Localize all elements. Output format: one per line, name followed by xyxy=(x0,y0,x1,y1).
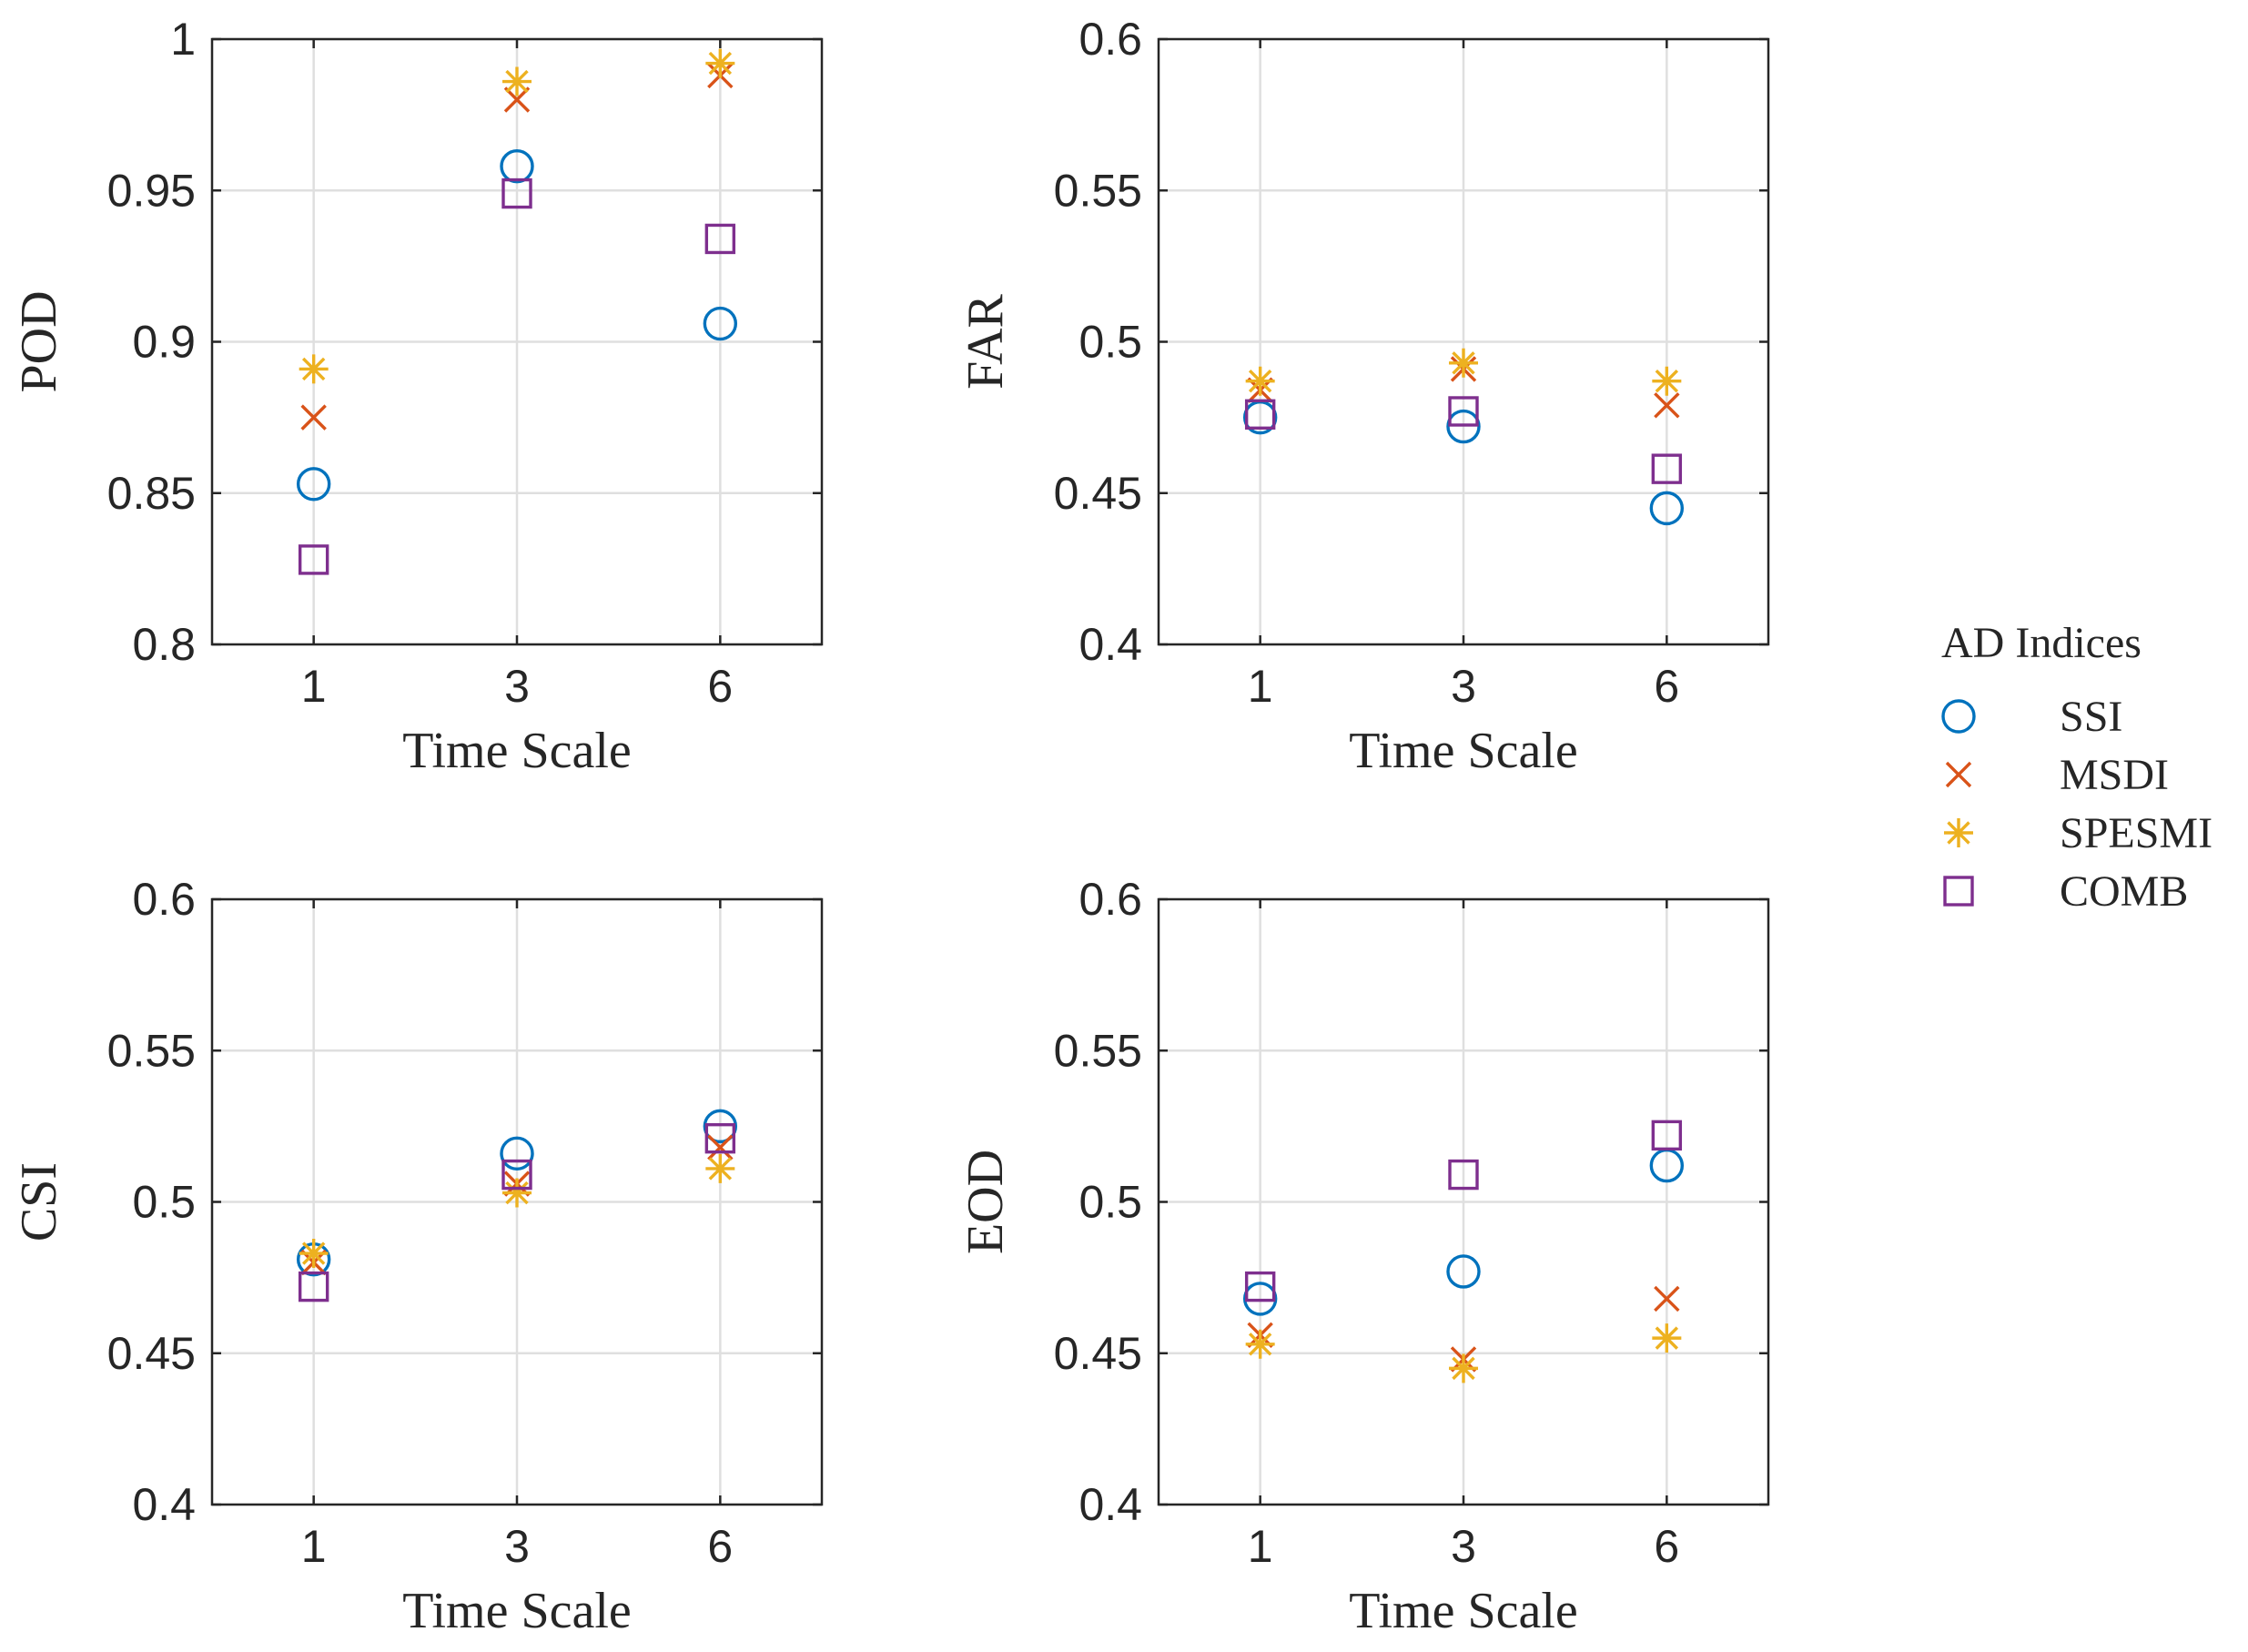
y-tick-label: 0.45 xyxy=(1054,468,1142,519)
point-msdi xyxy=(1654,1285,1680,1312)
legend: AD Indices SSI MSDI SPESMI COMB xyxy=(1941,619,2213,916)
point-spesmi xyxy=(1245,366,1275,396)
y-axis-label: CSI xyxy=(11,1162,67,1242)
legend-label: COMB xyxy=(2060,867,2188,916)
legend-item-spesmi: SPESMI xyxy=(1944,809,2213,857)
point-spesmi xyxy=(1449,348,1478,378)
y-tick-label: 0.55 xyxy=(1054,165,1142,216)
point-comb xyxy=(1244,399,1276,430)
point-spesmi xyxy=(299,1239,329,1269)
legend-marker-spesmi xyxy=(1944,818,1973,847)
x-axis-label: Time Scale xyxy=(402,723,631,779)
x-axis-label: Time Scale xyxy=(1349,1583,1577,1639)
x-axis-label: Time Scale xyxy=(1349,723,1577,779)
y-tick-label: 0.4 xyxy=(1078,1479,1142,1530)
y-axis-label: POD xyxy=(11,290,67,392)
y-tick-label: 0.6 xyxy=(132,874,196,925)
point-spesmi xyxy=(1449,1353,1478,1383)
y-tick-label: 0.95 xyxy=(107,165,196,216)
x-tick-label: 1 xyxy=(301,661,327,712)
y-tick-label: 0.55 xyxy=(107,1025,196,1076)
point-spesmi xyxy=(705,1153,735,1183)
subplot-eod: 1 3 6 0.4 0.45 0.5 0.55 0.6 Time Scale EOD xyxy=(957,874,1770,1639)
point-ssi xyxy=(1446,1254,1481,1289)
point-spesmi xyxy=(502,1178,532,1208)
y-tick-label: 1 xyxy=(170,14,196,65)
y-tick-label: 0.9 xyxy=(132,317,196,368)
point-spesmi xyxy=(1245,1329,1275,1359)
legend-item-msdi: MSDI xyxy=(1945,751,2169,799)
x-tick-label: 6 xyxy=(1654,1521,1679,1572)
y-tick-label: 0.45 xyxy=(1054,1328,1142,1379)
point-comb xyxy=(704,1122,736,1154)
point-msdi xyxy=(707,1134,734,1160)
point-comb xyxy=(704,223,736,255)
x-tick-label: 1 xyxy=(1248,1521,1273,1572)
x-axis-label: Time Scale xyxy=(402,1583,631,1639)
y-tick-label: 0.8 xyxy=(132,619,196,670)
subplot-csi: 1 3 6 0.4 0.45 0.5 0.55 0.6 Time Scale CSI xyxy=(11,874,824,1639)
y-axis-label: FAR xyxy=(957,293,1014,389)
legend-item-comb: COMB xyxy=(1943,867,2188,916)
y-tick-label: 0.4 xyxy=(1078,619,1142,670)
y-tick-label: 0.4 xyxy=(132,1479,196,1530)
y-axis-label: EOD xyxy=(957,1150,1014,1254)
y-tick-label: 0.5 xyxy=(1078,317,1142,368)
point-ssi xyxy=(296,467,331,502)
point-ssi xyxy=(1242,1282,1278,1316)
legend-label: SSI xyxy=(2060,693,2122,741)
point-ssi xyxy=(500,1136,534,1171)
y-tick-label: 0.85 xyxy=(107,468,196,519)
point-comb xyxy=(1448,1159,1479,1191)
point-spesmi xyxy=(502,66,532,96)
subplot-far: 1 3 6 0.4 0.45 0.5 0.55 0.6 Time Scale FAR xyxy=(957,14,1770,779)
point-spesmi xyxy=(1652,366,1682,396)
point-comb xyxy=(298,1271,329,1302)
point-comb xyxy=(1244,1271,1276,1302)
y-tick-label: 0.6 xyxy=(1078,14,1142,65)
legend-marker-msdi xyxy=(1945,761,1972,788)
point-spesmi xyxy=(299,354,329,384)
subplot-pod: 1 3 6 0.8 0.85 0.9 0.95 1 Time Scale POD xyxy=(11,14,824,779)
y-tick-label: 0.55 xyxy=(1054,1025,1142,1076)
point-comb xyxy=(1651,453,1683,484)
legend-marker-ssi xyxy=(1941,699,1976,734)
y-tick-label: 0.5 xyxy=(132,1177,196,1228)
point-ssi xyxy=(500,148,534,184)
point-msdi xyxy=(300,404,327,431)
x-tick-label: 6 xyxy=(707,1521,733,1572)
point-msdi xyxy=(1654,392,1680,419)
point-spesmi xyxy=(1652,1323,1682,1353)
point-comb xyxy=(1651,1120,1683,1151)
point-comb xyxy=(1448,396,1479,427)
x-tick-label: 1 xyxy=(301,1521,327,1572)
x-tick-label: 6 xyxy=(707,661,733,712)
point-comb xyxy=(501,1159,532,1191)
point-comb xyxy=(501,177,532,209)
point-ssi xyxy=(1446,409,1481,444)
y-tick-label: 0.5 xyxy=(1078,1177,1142,1228)
point-msdi xyxy=(503,86,531,113)
point-ssi xyxy=(703,1109,738,1144)
point-spesmi xyxy=(705,48,735,78)
x-tick-label: 1 xyxy=(1248,661,1273,712)
x-tick-label: 3 xyxy=(504,661,530,712)
point-ssi xyxy=(703,306,738,341)
legend-item-ssi: SSI xyxy=(1941,693,2122,741)
legend-label: MSDI xyxy=(2060,751,2169,799)
legend-marker-comb xyxy=(1943,876,1974,907)
legend-label: SPESMI xyxy=(2060,809,2213,857)
x-tick-label: 6 xyxy=(1654,661,1679,712)
x-tick-label: 3 xyxy=(1451,1521,1476,1572)
y-tick-label: 0.45 xyxy=(107,1328,196,1379)
y-tick-label: 0.6 xyxy=(1078,874,1142,925)
legend-title: AD Indices xyxy=(1941,619,2142,667)
point-comb xyxy=(298,544,329,575)
point-ssi xyxy=(1649,491,1685,526)
x-tick-label: 3 xyxy=(1451,661,1476,712)
x-tick-label: 3 xyxy=(504,1521,530,1572)
